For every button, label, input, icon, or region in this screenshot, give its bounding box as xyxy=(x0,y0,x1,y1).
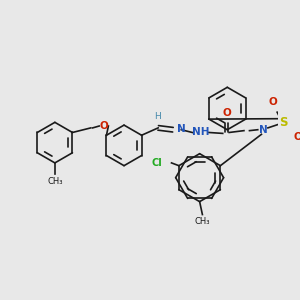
Text: O: O xyxy=(222,108,231,118)
Text: S: S xyxy=(279,116,288,129)
Text: NH: NH xyxy=(192,128,209,137)
Text: O: O xyxy=(268,97,277,107)
Text: O: O xyxy=(99,121,108,131)
Text: O: O xyxy=(294,133,300,142)
Text: CH₃: CH₃ xyxy=(195,217,210,226)
Text: H: H xyxy=(154,112,160,122)
Text: N: N xyxy=(177,124,185,134)
Text: Cl: Cl xyxy=(152,158,162,168)
Text: CH₃: CH₃ xyxy=(47,177,63,186)
Text: N: N xyxy=(259,125,268,135)
